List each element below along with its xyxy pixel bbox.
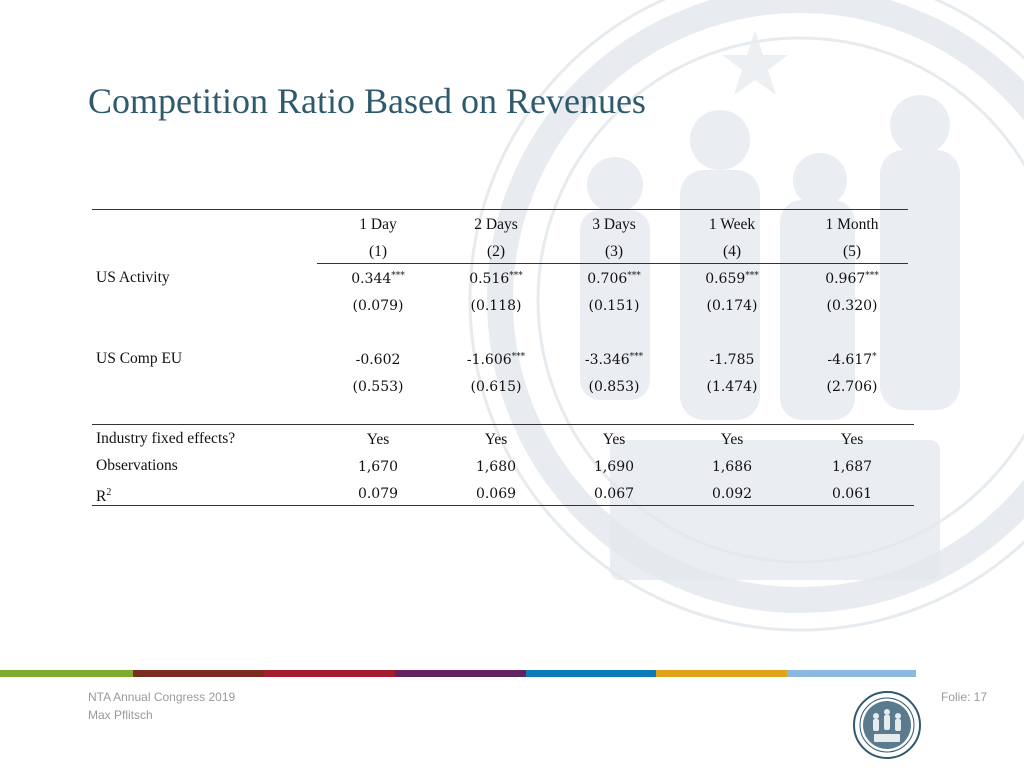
stats-value-cell: Yes bbox=[366, 431, 390, 448]
footer-event: NTA Annual Congress 2019 bbox=[88, 690, 236, 704]
standard-error-cell: (0.118) bbox=[470, 298, 522, 314]
coefficient-value: 0.344 bbox=[351, 271, 392, 287]
significance-stars: *** bbox=[511, 352, 526, 362]
coefficient-value: -4.617 bbox=[827, 352, 873, 368]
coefficient-cell: 0.706*** bbox=[587, 269, 641, 289]
stats-row-label: Observations bbox=[96, 456, 178, 476]
stats-value-cell: 1,690 bbox=[593, 459, 635, 475]
standard-error-cell: (0.079) bbox=[352, 298, 404, 314]
significance-stars: *** bbox=[629, 352, 644, 362]
row-label: US Comp EU bbox=[96, 350, 183, 367]
column-header-number: (5) bbox=[842, 243, 862, 260]
coefficient-cell: 0.659*** bbox=[705, 269, 759, 289]
coefficient-cell: -1.606*** bbox=[467, 350, 525, 370]
university-seal-logo bbox=[853, 691, 921, 759]
standard-error-cell: (0.553) bbox=[352, 379, 404, 395]
coefficient-cell: 0.967*** bbox=[825, 269, 879, 289]
column-header-number: (4) bbox=[722, 243, 742, 260]
significance-stars: *** bbox=[627, 271, 641, 281]
stats-value-cell: 1,686 bbox=[711, 459, 753, 475]
row-label: US Activity bbox=[96, 269, 170, 286]
standard-error-cell: (0.853) bbox=[588, 379, 640, 395]
coefficient-cell: 0.516*** bbox=[469, 269, 523, 289]
standard-error-cell: (0.320) bbox=[826, 298, 878, 314]
stats-value-cell: Yes bbox=[602, 431, 626, 448]
stats-value-cell: 1,670 bbox=[357, 459, 399, 475]
coefficient-cell: -4.617* bbox=[827, 350, 876, 370]
stats-rule bbox=[92, 424, 914, 425]
stats-label-text: R bbox=[96, 488, 107, 506]
stats-value-cell: Yes bbox=[484, 431, 508, 448]
coefficient-value: -3.346 bbox=[584, 352, 630, 368]
color-strip-segment bbox=[0, 670, 133, 677]
column-header-label: 1 Week bbox=[708, 216, 756, 233]
color-strip bbox=[0, 670, 916, 677]
stats-label-text: Industry fixed effects? bbox=[96, 430, 236, 447]
standard-error-cell: (0.174) bbox=[706, 298, 758, 314]
column-header-label: 1 Month bbox=[825, 216, 879, 233]
significance-stars: *** bbox=[745, 271, 759, 281]
standard-error-cell: (1.474) bbox=[706, 379, 758, 395]
coefficient-value: 0.659 bbox=[705, 271, 746, 287]
stats-row-label: R2 bbox=[96, 483, 111, 507]
significance-stars: *** bbox=[391, 271, 405, 281]
table-bottom-rule bbox=[92, 505, 914, 506]
significance-stars: * bbox=[872, 352, 877, 362]
coefficient-cell: -0.602 bbox=[356, 350, 401, 370]
coefficient-cell: 0.344*** bbox=[351, 269, 405, 289]
color-strip-segment bbox=[133, 670, 264, 677]
coefficient-value: 0.516 bbox=[469, 271, 510, 287]
stats-row-label: Industry fixed effects? bbox=[96, 429, 235, 449]
coefficient-value: -1.606 bbox=[466, 352, 512, 368]
stats-value-cell: 0.069 bbox=[475, 486, 517, 502]
footer-folio: Folie: 17 bbox=[941, 690, 988, 704]
column-header-label: 2 Days bbox=[474, 216, 518, 233]
header-rule bbox=[317, 263, 908, 264]
stats-value-cell: 0.092 bbox=[711, 486, 753, 502]
stats-value-cell: 0.061 bbox=[831, 486, 873, 502]
coefficient-value: -0.602 bbox=[355, 352, 401, 368]
stats-value-cell: 1,687 bbox=[831, 459, 873, 475]
footer-author: Max Pflitsch bbox=[88, 708, 153, 722]
column-header-number: (3) bbox=[604, 243, 624, 260]
coefficient-cell: -3.346*** bbox=[585, 350, 643, 370]
color-strip-segment bbox=[526, 670, 656, 677]
significance-stars: *** bbox=[865, 271, 879, 281]
stats-value-cell: 1,680 bbox=[475, 459, 517, 475]
table-top-rule bbox=[92, 209, 908, 210]
slide-title: Competition Ratio Based on Revenues bbox=[88, 81, 646, 121]
standard-error-cell: (0.615) bbox=[470, 379, 522, 395]
coefficient-value: 0.706 bbox=[587, 271, 628, 287]
column-header-number: (2) bbox=[486, 243, 506, 260]
seal-watermark bbox=[468, 0, 1024, 632]
standard-error-cell: (0.151) bbox=[588, 298, 640, 314]
coefficient-value: 0.967 bbox=[825, 271, 866, 287]
column-header-number: (1) bbox=[368, 243, 388, 260]
column-header-label: 3 Days bbox=[592, 216, 636, 233]
color-strip-segment bbox=[395, 670, 526, 677]
color-strip-segment bbox=[787, 670, 916, 677]
stats-value-cell: Yes bbox=[840, 431, 864, 448]
standard-error-cell: (2.706) bbox=[826, 379, 878, 395]
column-header-label: 1 Day bbox=[359, 216, 397, 233]
color-strip-segment bbox=[656, 670, 787, 677]
superscript: 2 bbox=[106, 487, 112, 498]
stats-value-cell: Yes bbox=[720, 431, 744, 448]
stats-value-cell: 0.067 bbox=[593, 486, 635, 502]
significance-stars: *** bbox=[509, 271, 523, 281]
color-strip-segment bbox=[264, 670, 395, 677]
coefficient-value: -1.785 bbox=[709, 352, 755, 368]
stats-value-cell: 0.079 bbox=[357, 486, 399, 502]
stats-label-text: Observations bbox=[96, 457, 178, 474]
coefficient-cell: -1.785 bbox=[710, 350, 755, 370]
